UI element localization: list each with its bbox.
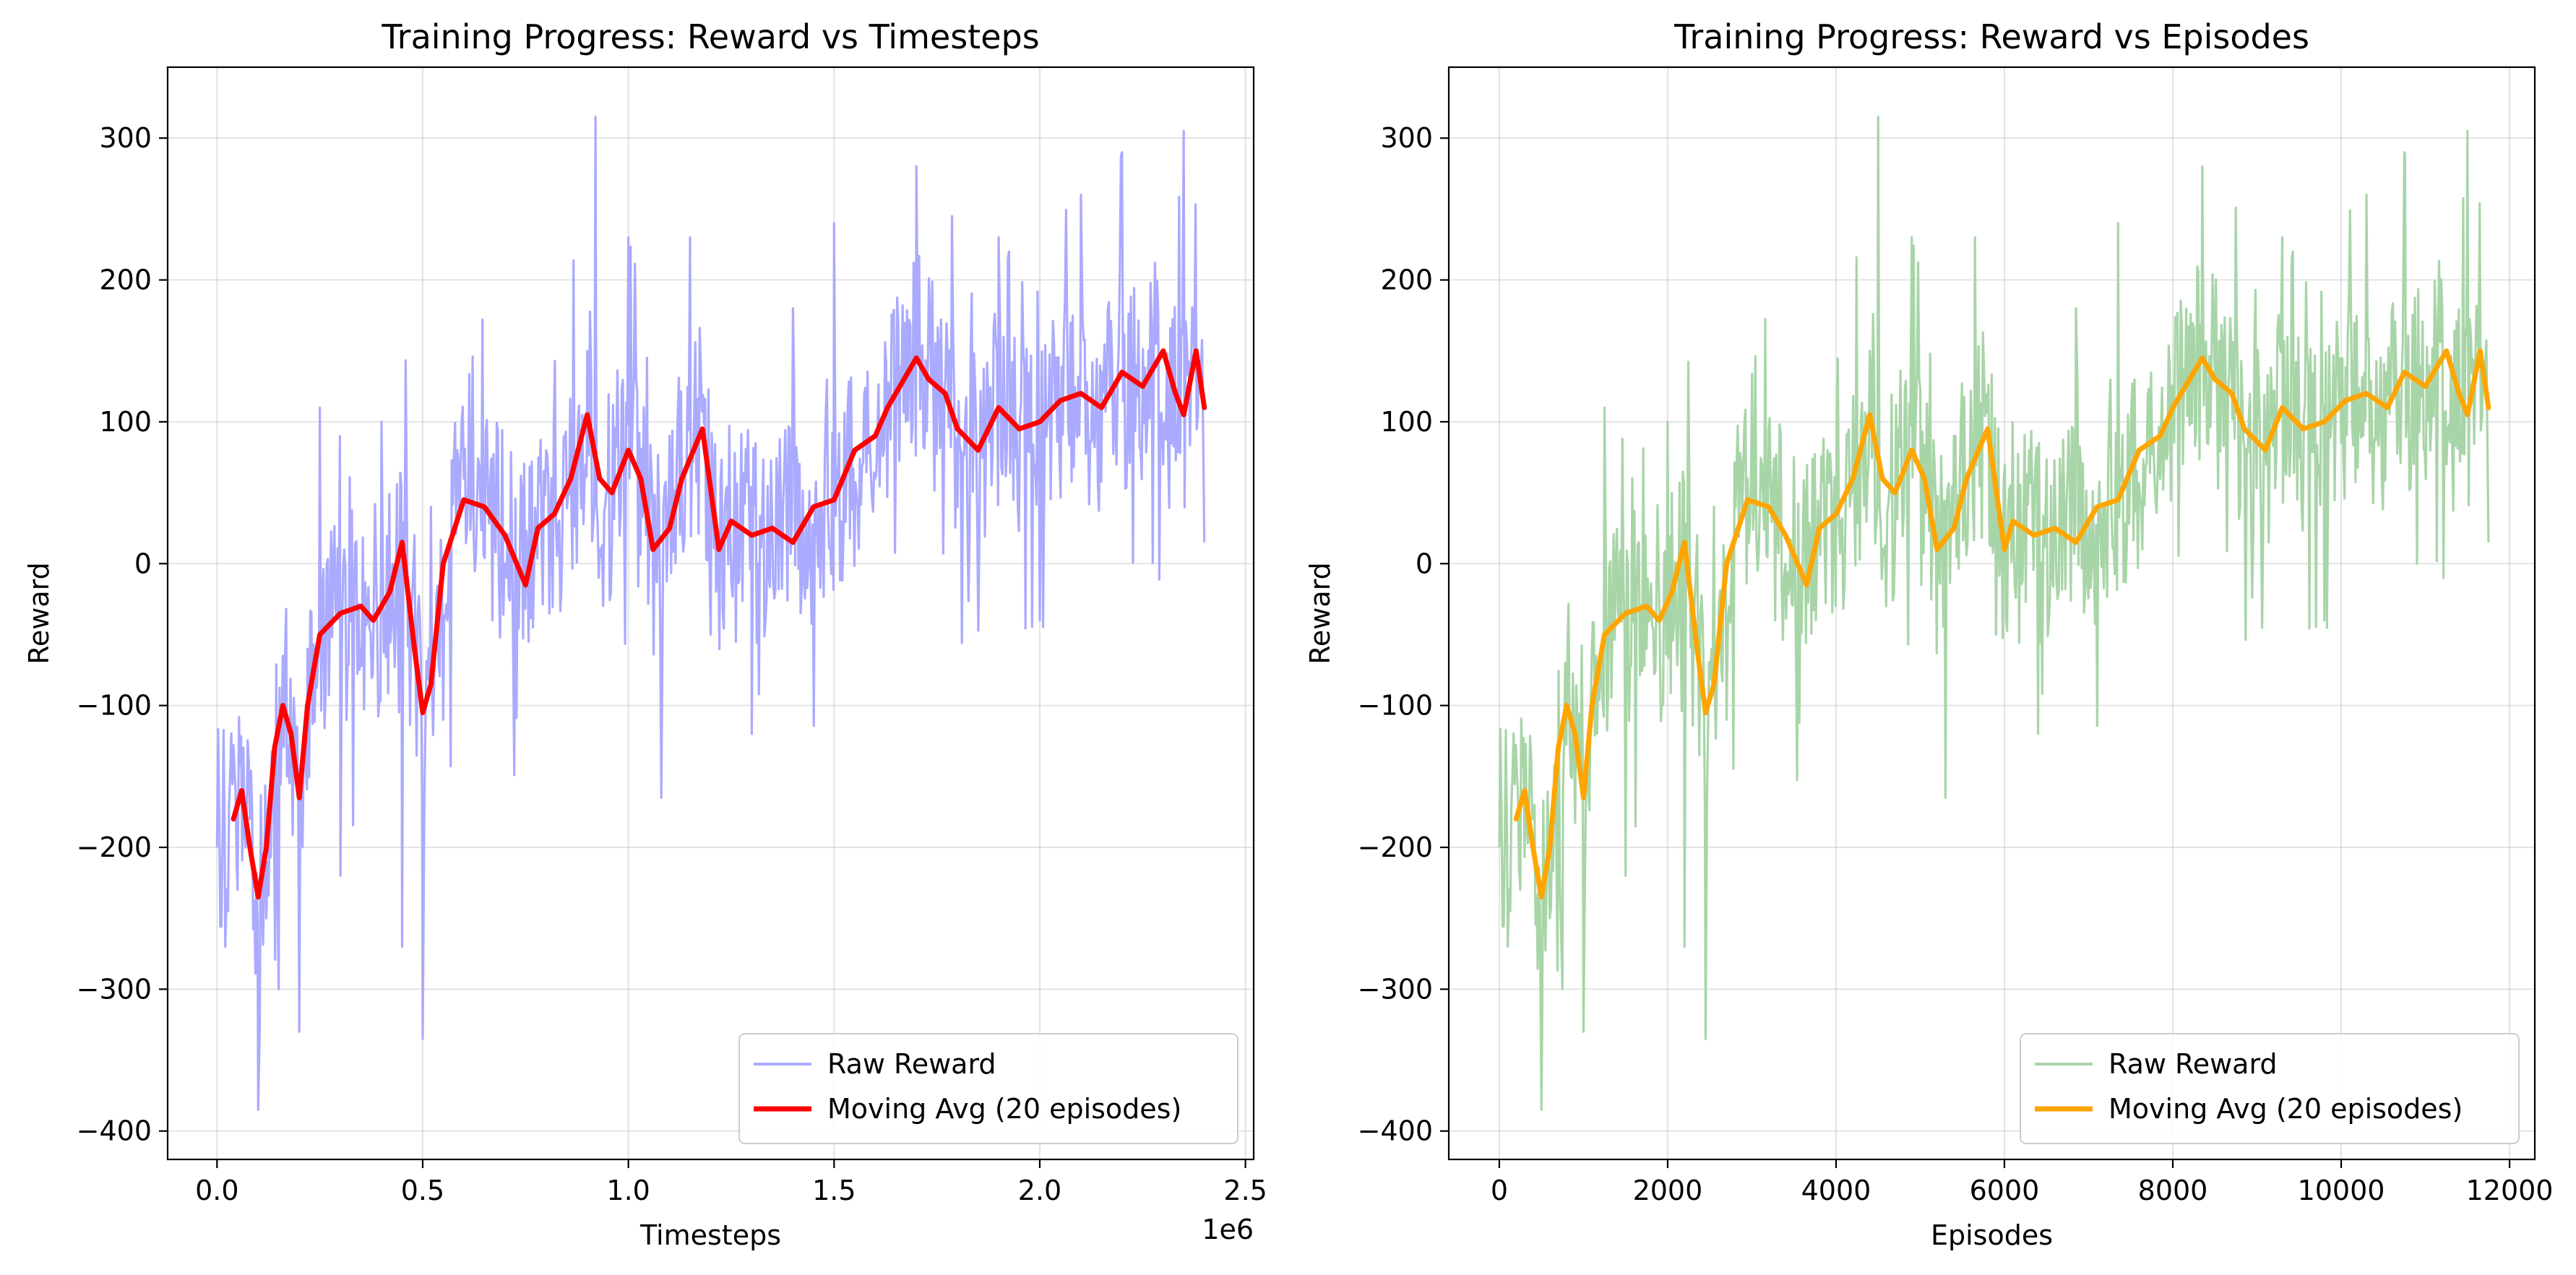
chart-title: Training Progress: Reward vs Timesteps	[381, 17, 1039, 56]
legend-label: Raw Reward	[2108, 1048, 2278, 1080]
legend: Raw Reward Moving Avg (20 episodes)	[738, 1033, 1239, 1144]
x-tick-label: 2.0	[1018, 1175, 1061, 1206]
y-tick-label: −100	[77, 690, 152, 722]
series-raw-reward-line	[1498, 116, 2490, 1111]
y-tick-label: −400	[1358, 1115, 1433, 1147]
y-tick-label: 0	[1416, 548, 1433, 579]
y-tick-label: −400	[77, 1115, 152, 1147]
x-tick-label: 8000	[2138, 1175, 2208, 1206]
x-tick-label: 6000	[1970, 1175, 2040, 1206]
y-tick-label: 0	[134, 548, 152, 579]
y-tick-label: 200	[1380, 264, 1433, 296]
series-raw-reward-line	[215, 116, 1206, 1111]
chart-timesteps: 0.0 0.5 1.0 1.5 2.0 2.5 −400 −300 −200 −100 0 100 20…	[23, 17, 1267, 1251]
plot-frame	[1447, 66, 2536, 1161]
y-tick-label: 300	[99, 122, 152, 154]
legend: Raw Reward Moving Avg (20 episodes)	[2020, 1033, 2520, 1144]
x-tick-label: 1.0	[606, 1175, 650, 1206]
x-tick-label: 10000	[2298, 1175, 2385, 1206]
y-axis-label: Reward	[23, 562, 55, 665]
chart-episodes: 0 2000 4000 6000 8000 10000 12000−400−300−200−…	[1304, 17, 2553, 1251]
x-axis-label: Timesteps	[639, 1219, 781, 1251]
legend-label: Moving Avg (20 episodes)	[827, 1093, 1181, 1125]
y-tick-label: 300	[1380, 122, 1433, 154]
y-tick-label: −100	[1358, 690, 1433, 722]
x-tick-label: 0	[1491, 1175, 1508, 1206]
series-moving-avg-line	[231, 348, 1207, 900]
y-tick-label: −300	[77, 973, 152, 1005]
chart-title: Training Progress: Reward vs Episodes	[1673, 17, 2309, 56]
y-tick-label: 100	[99, 406, 152, 438]
x-offset-label: 1e6	[1202, 1214, 1254, 1245]
x-axis-label: Episodes	[1931, 1219, 2053, 1251]
y-tick-label: −300	[1358, 973, 1433, 1005]
y-axis-label: Reward	[1304, 562, 1336, 665]
x-tick-label: 12000	[2466, 1175, 2554, 1206]
y-tick-label: 100	[1380, 406, 1433, 438]
x-tick-label: 1.5	[812, 1175, 856, 1206]
y-tick-label: −200	[77, 831, 152, 863]
plot-frame	[166, 66, 1255, 1161]
y-tick-label: −200	[1358, 831, 1433, 863]
legend-box	[2020, 1033, 2520, 1144]
legend-label: Moving Avg (20 episodes)	[2108, 1093, 2463, 1125]
x-tick-label: 2.5	[1223, 1175, 1267, 1206]
legend-label: Raw Reward	[827, 1048, 996, 1080]
x-tick-label: 0.0	[195, 1175, 238, 1206]
series-moving-avg-line	[1513, 348, 2491, 900]
y-tick-label: 200	[99, 264, 152, 296]
legend-box	[738, 1033, 1239, 1144]
x-tick-label: 2000	[1633, 1175, 1703, 1206]
x-tick-label: 0.5	[401, 1175, 444, 1206]
x-tick-label: 4000	[1801, 1175, 1871, 1206]
